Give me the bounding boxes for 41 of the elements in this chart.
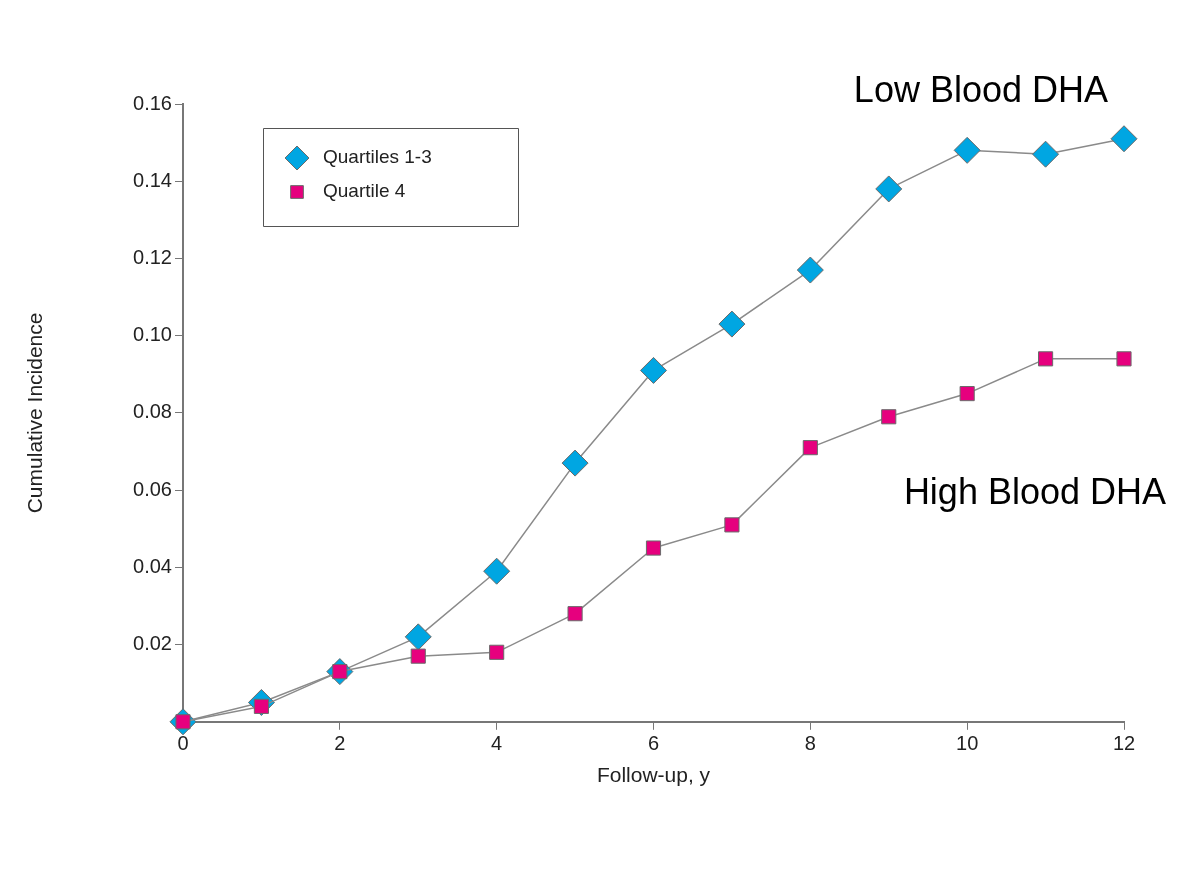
x-tick-label: 6 [647,732,660,755]
point [645,540,662,556]
x-tick-label: 0 [177,732,189,755]
y-tick-label: 0.02 [133,632,172,655]
point [567,606,583,622]
y-axis-title: Cumulative Incidence [23,312,47,514]
point [959,386,975,402]
x-tick-label: 10 [956,732,979,755]
point [1032,140,1060,168]
x-axis-title: Follow-up, y [596,763,711,787]
point [1116,351,1132,367]
point [1110,125,1138,153]
y-tick-label: 0.10 [133,323,172,346]
point [483,557,511,585]
y-tick-label: 0.04 [133,554,172,577]
point [489,644,505,660]
x-tick-label: 4 [491,732,503,755]
point [561,449,589,477]
point [718,310,746,338]
point [724,517,740,533]
point [875,175,903,203]
point [802,440,818,456]
annotation: High Blood DHA [903,470,1166,512]
point [796,256,824,284]
point [640,356,667,384]
x-tick-label: 2 [334,732,346,755]
point [1038,351,1054,367]
point [410,648,426,664]
point [881,409,897,425]
y-tick-label: 0.06 [133,477,172,500]
annotation: Low Blood DHA [853,68,1108,110]
x-tick-label: 12 [1112,732,1136,755]
point [404,623,432,651]
y-tick-label: 0.14 [133,168,172,191]
x-tick-label: 8 [804,732,816,755]
y-tick-label: 0.16 [133,91,172,114]
legend-label: Quartile 4 [323,180,406,202]
point [953,136,981,164]
y-tick-label: 0.12 [133,245,172,268]
legend-label: Quartiles 1-3 [323,146,432,168]
y-tick-label: 0.08 [133,400,172,423]
